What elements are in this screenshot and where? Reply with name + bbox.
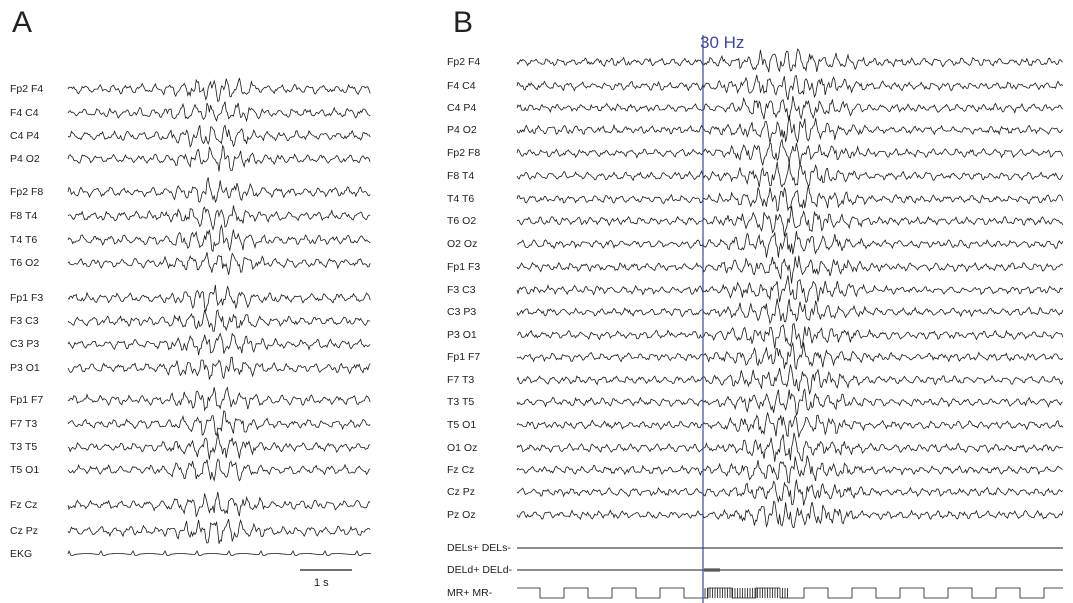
eeg-trace [516, 432, 1063, 462]
channel-label: T4 T6 [447, 193, 475, 205]
channel-label: T3 T5 [447, 396, 475, 408]
eeg-trace [67, 491, 371, 517]
eeg-trace [516, 341, 1064, 371]
eeg-trace [516, 95, 1064, 121]
channel-label: F7 T3 [10, 418, 38, 430]
channel-label: Pz Oz [447, 509, 476, 521]
eeg-trace [516, 185, 1064, 212]
channel-label: Fp2 F4 [447, 56, 481, 68]
channel-label: C3 P3 [447, 306, 477, 318]
panel-b-channel-labels: Fp2 F4 F4 C4 C4 P4 P4 O2 Fp2 F8 F8 T4 T4 T6 T6 … [447, 0, 517, 603]
channel-label: Cz Pz [10, 525, 39, 537]
eeg-trace [67, 410, 371, 436]
channel-label: Cz Pz [447, 486, 476, 498]
eeg-trace [516, 115, 1063, 144]
eeg-trace [516, 138, 1064, 168]
channel-label: F8 T4 [10, 210, 38, 222]
channel-label: T6 O2 [447, 215, 477, 227]
eeg-trace [517, 322, 1064, 350]
eeg-trace [516, 388, 1063, 416]
channel-label: Fp1 F3 [447, 261, 481, 273]
channel-label: F7 T3 [447, 374, 475, 386]
channel-label: DELs+ DELs- [447, 542, 511, 554]
channel-label: P4 O2 [10, 153, 40, 165]
eeg-trace [516, 412, 1064, 438]
eeg-trace [516, 500, 1064, 529]
channel-label: EKG [10, 548, 33, 560]
channel-label: T3 T5 [10, 441, 38, 453]
channel-label: T4 T6 [10, 234, 38, 246]
eeg-trace [67, 518, 371, 544]
eeg-trace [67, 177, 371, 204]
eeg-trace [67, 124, 371, 148]
eeg-trace [67, 77, 371, 103]
channel-label: F4 C4 [447, 80, 476, 92]
channel-label: C3 P3 [10, 338, 40, 350]
panel-b-label: B [453, 6, 474, 39]
eeg-trace [67, 144, 371, 172]
channel-label: F8 T4 [447, 170, 475, 182]
channel-label: C4 P4 [10, 130, 40, 142]
eeg-trace [67, 332, 371, 356]
channel-label: O2 Oz [447, 238, 478, 250]
eeg-trace [67, 386, 371, 412]
ekg-trace [67, 549, 371, 556]
eeg-trace [516, 255, 1064, 284]
channel-label: T6 O2 [10, 257, 40, 269]
eeg-trace [67, 432, 371, 460]
eeg-trace [516, 479, 1064, 506]
eeg-trace [516, 275, 1064, 304]
eeg-trace [67, 458, 371, 482]
eeg-trace [516, 298, 1064, 325]
reference-trace [517, 568, 1063, 572]
eeg-trace [516, 205, 1064, 237]
time-scale-label: 1 s [314, 577, 329, 589]
eeg-trace [516, 364, 1064, 396]
eeg-trace [516, 455, 1063, 484]
channel-label: C4 P4 [447, 102, 477, 114]
eeg-trace [67, 101, 371, 123]
channel-label: Fz Cz [10, 499, 38, 511]
eeg-trace [516, 48, 1064, 73]
panel-a-channel-labels: Fp2 F4 F4 C4 C4 P4 P4 O2 Fp2 F8 F8 T4 T4 T6 T6 … [10, 0, 70, 603]
eeg-trace [516, 161, 1064, 188]
channel-label: T5 O1 [447, 419, 477, 431]
mr-trace [517, 587, 1063, 599]
channel-label: Fp2 F8 [447, 147, 481, 159]
eeg-trace [67, 284, 371, 312]
channel-label: Fp1 F7 [447, 351, 481, 363]
channel-label: MR+ MR- [447, 587, 493, 599]
channel-label: P3 O1 [10, 362, 40, 374]
channel-label: P4 O2 [447, 124, 477, 136]
eeg-trace [67, 205, 371, 231]
eeg-trace [67, 356, 371, 380]
eeg-trace [67, 252, 371, 275]
channel-label: O1 Oz [447, 442, 478, 454]
eeg-trace [67, 223, 371, 253]
eeg-trace [516, 230, 1064, 258]
channel-label: P3 O1 [447, 329, 477, 341]
channel-label: Fp2 F4 [10, 83, 44, 95]
eeg-trace [67, 309, 371, 332]
channel-label: T5 O1 [10, 464, 40, 476]
panel-a-label: A [12, 6, 33, 39]
stimulus-frequency-label: 30 Hz [700, 33, 745, 52]
channel-label: F3 C3 [10, 315, 39, 327]
channel-label: Fp1 F7 [10, 394, 44, 406]
channel-label: DELd+ DELd- [447, 564, 513, 576]
channel-label: Fp2 F8 [10, 186, 44, 198]
channel-label: F4 C4 [10, 107, 39, 119]
channel-label: Fz Cz [447, 464, 475, 476]
eeg-trace [516, 74, 1064, 101]
channel-label: F3 C3 [447, 284, 476, 296]
channel-label: Fp1 F3 [10, 292, 44, 304]
